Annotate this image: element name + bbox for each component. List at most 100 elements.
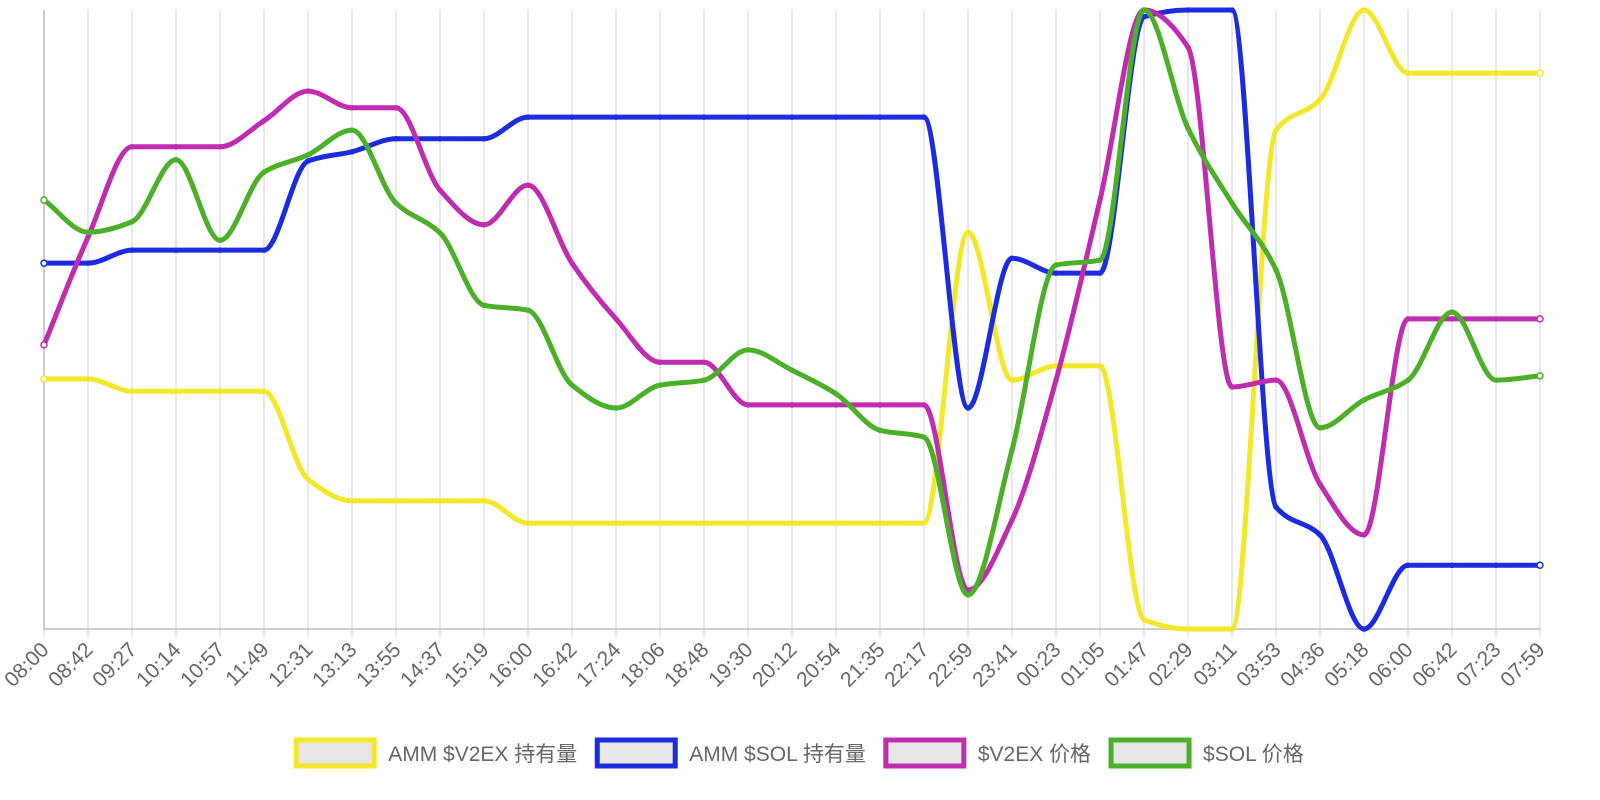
point <box>437 230 443 236</box>
x-tick-label: 18:48 <box>660 638 713 691</box>
point <box>1405 70 1411 76</box>
point <box>1229 200 1235 206</box>
point <box>1009 517 1015 523</box>
point <box>349 149 355 155</box>
legend-item[interactable]: AMM $V2EX 持有量 <box>293 737 577 769</box>
legend-label: $V2EX 价格 <box>978 743 1091 766</box>
x-tick-label: 08:00 <box>0 638 53 691</box>
point <box>965 592 971 598</box>
x-tick-label: 20:12 <box>748 638 801 691</box>
point <box>921 434 927 440</box>
x-tick-label: 05:18 <box>1320 638 1373 691</box>
point <box>877 114 883 120</box>
point <box>745 114 751 120</box>
legend-label: AMM $V2EX 持有量 <box>388 743 577 766</box>
point <box>921 402 927 408</box>
point <box>525 307 531 313</box>
x-tick-label: 01:47 <box>1100 638 1153 691</box>
point <box>701 520 707 526</box>
legend-item[interactable]: $SOL 价格 <box>1108 737 1304 769</box>
point <box>1405 562 1411 568</box>
point <box>1449 309 1455 315</box>
point <box>85 229 91 235</box>
point <box>1449 562 1455 568</box>
point <box>481 498 487 504</box>
point <box>1273 127 1279 133</box>
point <box>833 402 839 408</box>
x-tick-label: 20:54 <box>792 638 846 692</box>
legend-item[interactable]: $V2EX 价格 <box>883 737 1091 769</box>
point <box>1361 7 1367 13</box>
point <box>1317 425 1323 431</box>
point <box>1317 481 1323 487</box>
x-tick-label: 11:49 <box>221 638 273 690</box>
legend-swatch <box>293 737 377 769</box>
point <box>40 375 48 383</box>
point <box>745 520 751 526</box>
point <box>305 158 311 164</box>
x-tick-label: 17:24 <box>572 638 626 692</box>
point <box>1141 14 1147 20</box>
point <box>1449 70 1455 76</box>
point <box>613 114 619 120</box>
point <box>1185 125 1191 131</box>
point <box>1185 7 1191 13</box>
point <box>217 247 223 253</box>
x-tick-label: 22:17 <box>880 638 933 691</box>
point <box>1185 44 1191 50</box>
point <box>1317 532 1323 538</box>
point <box>525 114 531 120</box>
point <box>1361 397 1367 403</box>
point <box>1536 372 1544 380</box>
x-tick-label: 10:14 <box>132 638 186 692</box>
point <box>789 520 795 526</box>
point <box>129 144 135 150</box>
point <box>1317 97 1323 103</box>
point <box>1493 377 1499 383</box>
point <box>393 498 399 504</box>
point <box>1053 270 1059 276</box>
point <box>261 247 267 253</box>
point <box>877 427 883 434</box>
point <box>261 388 267 395</box>
point <box>1361 626 1367 632</box>
point <box>657 114 663 120</box>
point <box>261 169 267 175</box>
point <box>569 114 575 120</box>
point <box>393 105 399 111</box>
point <box>1493 70 1499 76</box>
point <box>569 520 575 526</box>
point <box>1141 7 1147 13</box>
x-tick-label: 06:42 <box>1408 638 1461 691</box>
point <box>349 105 355 111</box>
point <box>349 127 355 133</box>
point <box>525 520 531 526</box>
point <box>569 260 575 266</box>
point <box>481 302 487 309</box>
point <box>701 114 707 120</box>
point <box>173 157 179 163</box>
point <box>129 247 135 253</box>
point <box>393 200 399 206</box>
legend-label: AMM $SOL 持有量 <box>689 743 866 766</box>
point <box>657 382 663 388</box>
x-tick-label: 04:36 <box>1276 638 1329 691</box>
point <box>1229 7 1235 13</box>
point <box>789 114 795 120</box>
point <box>745 402 751 408</box>
x-tick-label: 08:42 <box>44 638 97 691</box>
line <box>41 7 1540 593</box>
point <box>1009 255 1015 261</box>
legend-item[interactable]: AMM $SOL 持有量 <box>594 737 866 769</box>
x-tick-label: 03:11 <box>1189 638 1241 690</box>
point <box>833 391 839 397</box>
x-tick-label: 02:29 <box>1144 638 1197 691</box>
point <box>789 402 795 408</box>
point <box>349 498 355 504</box>
x-tick-label: 19:30 <box>704 638 757 691</box>
point <box>1493 562 1499 568</box>
legend-swatch <box>1108 737 1192 769</box>
point <box>437 136 443 142</box>
legend-swatch <box>594 737 678 769</box>
point <box>40 259 48 267</box>
